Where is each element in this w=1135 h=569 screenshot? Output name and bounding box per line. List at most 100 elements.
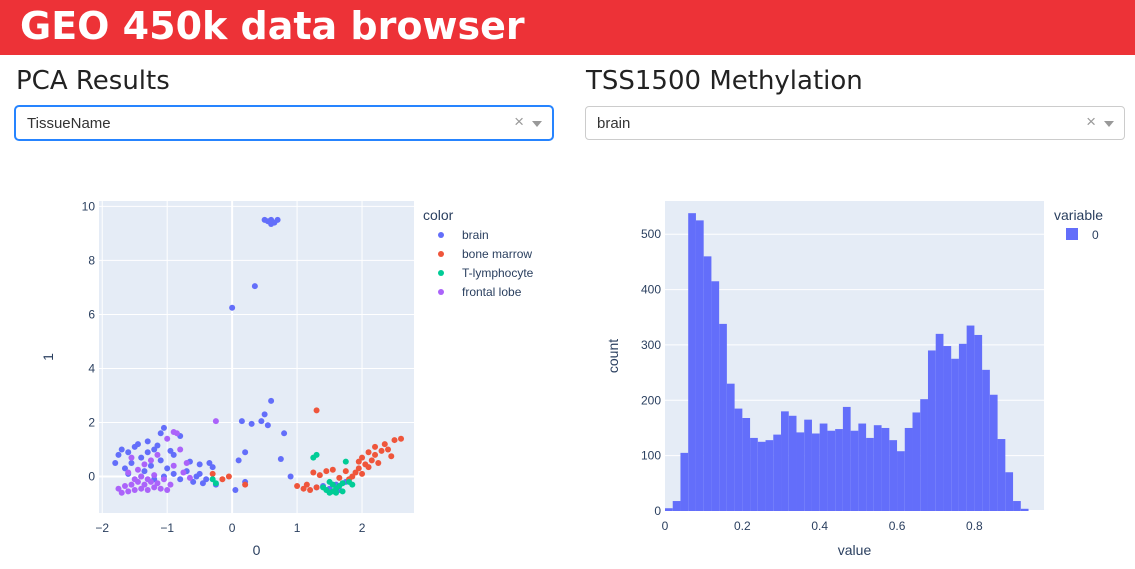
scatter-point[interactable] — [206, 460, 213, 467]
scatter-point[interactable] — [352, 469, 359, 476]
scatter-point[interactable] — [131, 476, 138, 483]
histogram-bar[interactable] — [665, 508, 673, 511]
histogram-bar[interactable] — [866, 437, 874, 511]
legend-item-label[interactable]: brain — [462, 228, 489, 242]
scatter-point[interactable] — [151, 484, 158, 491]
histogram-bar[interactable] — [750, 437, 758, 511]
scatter-point[interactable] — [144, 438, 151, 445]
scatter-point[interactable] — [326, 478, 333, 485]
scatter-point[interactable] — [160, 424, 167, 431]
histogram-bar[interactable] — [897, 451, 905, 511]
histogram-bar[interactable] — [719, 323, 727, 511]
scatter-point[interactable] — [212, 480, 219, 487]
scatter-point[interactable] — [261, 411, 268, 418]
scatter-point[interactable] — [333, 489, 340, 496]
histogram-bar[interactable] — [889, 440, 898, 511]
histogram-bar[interactable] — [982, 369, 990, 511]
legend-marker[interactable] — [438, 289, 444, 295]
scatter-point[interactable] — [355, 458, 362, 465]
histogram-bar[interactable] — [850, 430, 859, 511]
scatter-point[interactable] — [258, 418, 265, 425]
scatter-point[interactable] — [121, 482, 128, 489]
scatter-point[interactable] — [154, 442, 161, 449]
scatter-point[interactable] — [336, 474, 343, 481]
scatter-point[interactable] — [209, 464, 216, 471]
histogram-bar[interactable] — [997, 439, 1006, 511]
scatter-point[interactable] — [154, 451, 161, 458]
scatter-point[interactable] — [342, 468, 349, 475]
scatter-point[interactable] — [313, 484, 320, 491]
scatter-point[interactable] — [365, 449, 372, 456]
scatter-point[interactable] — [164, 487, 171, 494]
histogram-bar[interactable] — [742, 418, 751, 511]
scatter-point[interactable] — [281, 430, 288, 437]
scatter-point[interactable] — [329, 466, 336, 473]
histogram-bar[interactable] — [920, 399, 928, 511]
pca-color-dropdown[interactable]: TissueName × — [15, 106, 553, 140]
scatter-point[interactable] — [300, 485, 307, 492]
scatter-point[interactable] — [147, 457, 154, 464]
histogram-bar[interactable] — [835, 429, 843, 511]
scatter-point[interactable] — [170, 470, 177, 477]
scatter-point[interactable] — [151, 446, 158, 453]
scatter-point[interactable] — [212, 418, 219, 425]
scatter-point[interactable] — [232, 487, 239, 494]
scatter-point[interactable] — [144, 476, 151, 483]
scatter-point[interactable] — [242, 449, 249, 456]
scatter-point[interactable] — [125, 449, 132, 456]
scatter-point[interactable] — [164, 465, 171, 472]
legend-item-label[interactable]: T-lymphocyte — [462, 266, 534, 280]
scatter-point[interactable] — [125, 488, 132, 495]
histogram-bar[interactable] — [912, 412, 921, 511]
scatter-point[interactable] — [183, 460, 190, 467]
scatter-point[interactable] — [157, 430, 164, 437]
histogram-bar[interactable] — [935, 333, 944, 511]
scatter-point[interactable] — [134, 441, 141, 448]
scatter-point[interactable] — [355, 465, 362, 472]
scatter-point[interactable] — [219, 476, 226, 483]
scatter-point[interactable] — [177, 476, 184, 483]
scatter-point[interactable] — [203, 476, 210, 483]
scatter-point[interactable] — [125, 469, 132, 476]
legend-marker[interactable] — [438, 270, 444, 276]
histogram-bar[interactable] — [703, 256, 712, 511]
scatter-point[interactable] — [277, 455, 284, 462]
scatter-point[interactable] — [242, 481, 249, 488]
histogram-bar[interactable] — [726, 383, 735, 511]
scatter-point[interactable] — [313, 407, 320, 414]
histogram-bar[interactable] — [804, 419, 812, 511]
scatter-point[interactable] — [157, 457, 164, 464]
histogram-bar[interactable] — [796, 432, 805, 511]
scatter-point[interactable] — [316, 472, 323, 479]
histogram-bar[interactable] — [873, 425, 882, 511]
scatter-point[interactable] — [170, 428, 177, 435]
scatter-point[interactable] — [160, 476, 167, 483]
scatter-point[interactable] — [180, 469, 187, 476]
legend-marker[interactable] — [1066, 228, 1078, 240]
legend-item-label[interactable]: 0 — [1092, 228, 1099, 242]
scatter-point[interactable] — [144, 487, 151, 494]
scatter-point[interactable] — [268, 397, 275, 404]
scatter-point[interactable] — [151, 472, 158, 479]
histogram-bar[interactable] — [842, 406, 851, 511]
scatter-point[interactable] — [268, 220, 275, 227]
scatter-point[interactable] — [138, 485, 145, 492]
scatter-point[interactable] — [167, 481, 174, 488]
scatter-point[interactable] — [372, 451, 379, 458]
histogram-bar[interactable] — [765, 440, 774, 511]
scatter-point[interactable] — [190, 478, 197, 485]
scatter-point[interactable] — [128, 454, 135, 461]
scatter-point[interactable] — [359, 470, 366, 477]
scatter-point[interactable] — [157, 485, 164, 492]
scatter-point[interactable] — [248, 420, 255, 427]
scatter-point[interactable] — [141, 468, 148, 475]
scatter-point[interactable] — [141, 481, 148, 488]
scatter-point[interactable] — [310, 469, 317, 476]
scatter-point[interactable] — [112, 460, 119, 467]
scatter-point[interactable] — [339, 480, 346, 487]
scatter-point[interactable] — [167, 447, 174, 454]
scatter-point[interactable] — [209, 476, 216, 483]
scatter-point[interactable] — [313, 451, 320, 458]
scatter-point[interactable] — [372, 443, 379, 450]
histogram-bar[interactable] — [951, 358, 959, 511]
